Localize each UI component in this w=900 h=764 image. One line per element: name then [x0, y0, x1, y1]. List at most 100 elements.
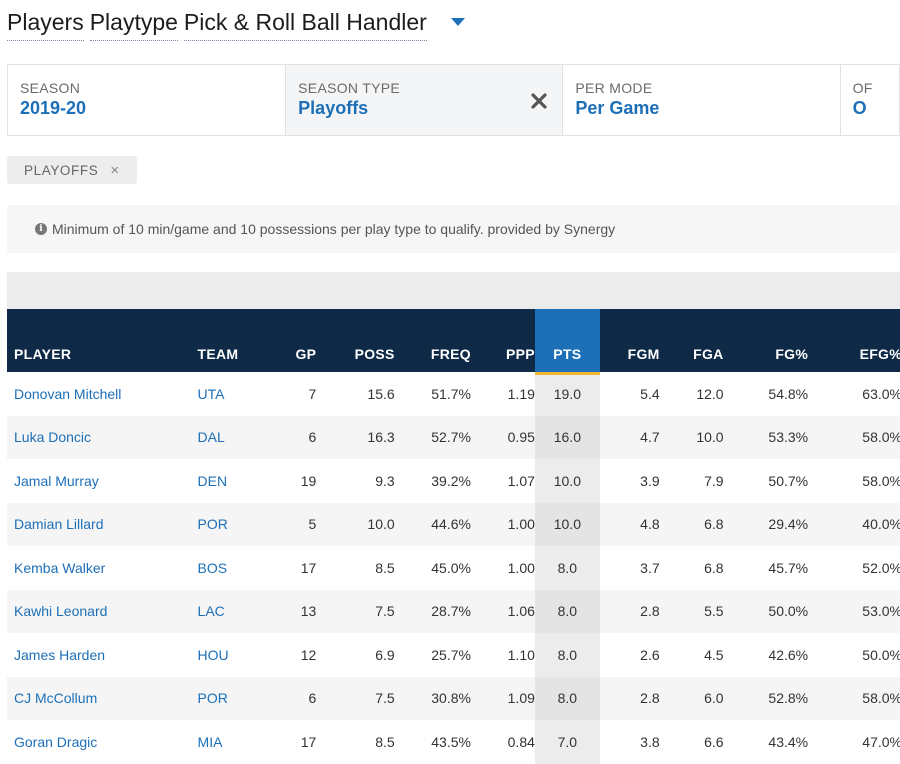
- cell-fg-pct: 53.3%: [723, 415, 809, 459]
- cell-efg-pct: 58.0%: [808, 676, 900, 720]
- player-link[interactable]: Kawhi Leonard: [14, 603, 108, 620]
- cell-team: HOU: [191, 633, 251, 677]
- cell-gp: 13: [250, 589, 317, 633]
- team-link[interactable]: MIA: [197, 733, 223, 750]
- player-link[interactable]: Damian Lillard: [14, 516, 104, 533]
- cell-team: BOS: [191, 546, 251, 590]
- cell-player: Goran Dragic: [7, 720, 191, 764]
- team-link[interactable]: HOU: [197, 646, 229, 663]
- table-row[interactable]: Jamal Murray DEN 19 9.3 39.2% 1.07 10.0 3.9 7.9 5…: [7, 459, 900, 503]
- cell-pts: 10.0: [534, 459, 600, 503]
- team-link[interactable]: POR: [197, 516, 228, 533]
- col-header-freq[interactable]: FREQ: [394, 309, 471, 372]
- cell-ppp: 1.10: [507, 646, 535, 663]
- cell-fgm: 4.7: [599, 415, 660, 459]
- cell-pts: 8.0: [534, 546, 600, 590]
- cell-freq: 28.7%: [394, 589, 471, 633]
- cell-gp: 12: [300, 646, 317, 663]
- cell-team: DAL: [190, 415, 251, 459]
- title-crumb-playtype[interactable]: Playtype: [89, 8, 178, 41]
- cell-player: Donovan Mitchell: [7, 372, 191, 416]
- table-row[interactable]: Kemba Walker BOS 17 8.5 45.0% 1.00 8.0 3.7 6.8 45…: [7, 546, 900, 590]
- cell-team: POR: [190, 676, 251, 720]
- col-header-efg-pct[interactable]: EFG%: [808, 309, 900, 372]
- col-header-fga[interactable]: FGA: [659, 309, 724, 372]
- filter-season[interactable]: SEASON 2019-20: [8, 65, 287, 135]
- player-link[interactable]: Donovan Mitchell: [14, 385, 122, 402]
- team-link[interactable]: LAC: [197, 603, 225, 620]
- cell-fg-pct: 50.7%: [768, 472, 809, 489]
- title-crumb-pick-roll[interactable]: Pick & Roll Ball Handler: [183, 8, 427, 41]
- filter-per-mode-value: Per Game: [575, 98, 660, 118]
- filter-season-type-label: SEASON TYPE: [298, 80, 401, 96]
- team-link[interactable]: BOS: [197, 559, 228, 576]
- filter-partial[interactable]: OF O: [840, 65, 899, 135]
- team-link[interactable]: DAL: [197, 429, 225, 446]
- cell-team: MIA: [191, 720, 251, 764]
- cell-ppp: 0.95: [470, 415, 535, 459]
- cell-ppp: 0.84: [507, 733, 535, 750]
- cell-player: Kawhi Leonard: [7, 589, 191, 633]
- table-row[interactable]: Damian Lillard POR 5 10.0 44.6% 1.00 10.0 4.8 6.…: [7, 502, 900, 546]
- cell-fgm: 3.7: [640, 559, 660, 576]
- cell-ppp: 1.19: [507, 385, 535, 402]
- cell-player: CJ McCollum: [7, 676, 191, 720]
- table-row[interactable]: Goran Dragic MIA 17 8.5 43.5% 0.84 7.0 3.8 6.6 43…: [7, 720, 900, 764]
- cell-poss: 16.3: [316, 415, 395, 459]
- chip-close-icon[interactable]: ×: [110, 161, 120, 179]
- col-header-gp[interactable]: GP: [250, 309, 317, 372]
- close-x-icon[interactable]: [530, 92, 548, 110]
- table-row[interactable]: Luka Doncic DAL 6 16.3 52.7% 0.95 16.0 4.7 10.0 5…: [7, 415, 900, 459]
- table-row[interactable]: Donovan Mitchell UTA 7 15.6 51.7% 1.19 19.0 5.4…: [7, 372, 900, 416]
- cell-efg-pct: 58.0%: [808, 415, 900, 459]
- cell-gp: 6: [250, 415, 317, 459]
- cell-poss: 7.5: [316, 589, 395, 633]
- filter-per-mode[interactable]: PER MODE Per Game: [563, 65, 841, 135]
- player-link[interactable]: Luka Doncic: [14, 429, 92, 446]
- col-header-team[interactable]: TEAM: [190, 309, 251, 372]
- table-row[interactable]: CJ McCollum POR 6 7.5 30.8% 1.09 8.0 2.8 6.0 52.8…: [7, 676, 900, 720]
- cell-pts: 8.0: [534, 589, 600, 633]
- table-row[interactable]: James Harden HOU 12 6.9 25.7% 1.10 8.0 2.6 4.5 42…: [7, 633, 900, 677]
- info-circle-icon: i: [35, 223, 47, 235]
- col-header-fg-pct[interactable]: FG%: [723, 309, 809, 372]
- player-link[interactable]: Jamal Murray: [14, 472, 99, 489]
- team-link[interactable]: DEN: [197, 472, 228, 489]
- player-link[interactable]: Goran Dragic: [14, 733, 98, 750]
- cell-fgm: 3.8: [640, 733, 660, 750]
- cell-gp: 5: [250, 502, 317, 546]
- cell-fg-pct: 43.4%: [768, 733, 809, 750]
- cell-fgm: 2.6: [640, 646, 660, 663]
- cell-player: Jamal Murray: [7, 459, 191, 503]
- filter-partial-value: O: [852, 98, 867, 118]
- col-header-player[interactable]: PLAYER: [7, 309, 191, 372]
- cell-freq: 39.2%: [431, 472, 471, 489]
- team-link[interactable]: UTA: [197, 385, 225, 402]
- title-crumb-players[interactable]: Players: [7, 8, 84, 41]
- cell-fgm: 2.8: [599, 676, 660, 720]
- filter-season-type[interactable]: SEASON TYPE Playoffs: [286, 65, 564, 135]
- caret-down-icon[interactable]: [450, 18, 465, 26]
- cell-team: POR: [190, 502, 251, 546]
- col-header-poss[interactable]: POSS: [316, 309, 395, 372]
- cell-fga: 6.8: [659, 502, 724, 546]
- cell-pts: 7.0: [534, 720, 600, 764]
- cell-ppp: 1.06: [470, 589, 535, 633]
- filter-season-label: SEASON: [20, 80, 81, 96]
- player-link[interactable]: Kemba Walker: [14, 559, 106, 576]
- cell-pts: 8.0: [534, 676, 600, 720]
- table-toolbar: [7, 272, 900, 309]
- col-header-ppp[interactable]: PPP: [470, 309, 535, 372]
- cell-poss: 8.5: [375, 733, 395, 750]
- filter-bar: SEASON 2019-20 SEASON TYPE Playoffs PER …: [7, 64, 900, 136]
- filter-partial-label: OF: [852, 80, 873, 96]
- table-row[interactable]: Kawhi Leonard LAC 13 7.5 28.7% 1.06 8.0 2.8 5.5 5…: [7, 589, 900, 633]
- team-link[interactable]: POR: [197, 690, 228, 707]
- note-text: Minimum of 10 min/game and 10 possession…: [52, 221, 616, 237]
- filter-season-type-value: Playoffs: [298, 98, 369, 118]
- col-header-fgm[interactable]: FGM: [599, 309, 660, 372]
- player-link[interactable]: James Harden: [14, 646, 106, 663]
- page-title: Players Playtype Pick & Roll Ball Handle…: [7, 8, 465, 44]
- player-link[interactable]: CJ McCollum: [14, 690, 98, 707]
- col-header-pts[interactable]: PTS: [534, 309, 600, 372]
